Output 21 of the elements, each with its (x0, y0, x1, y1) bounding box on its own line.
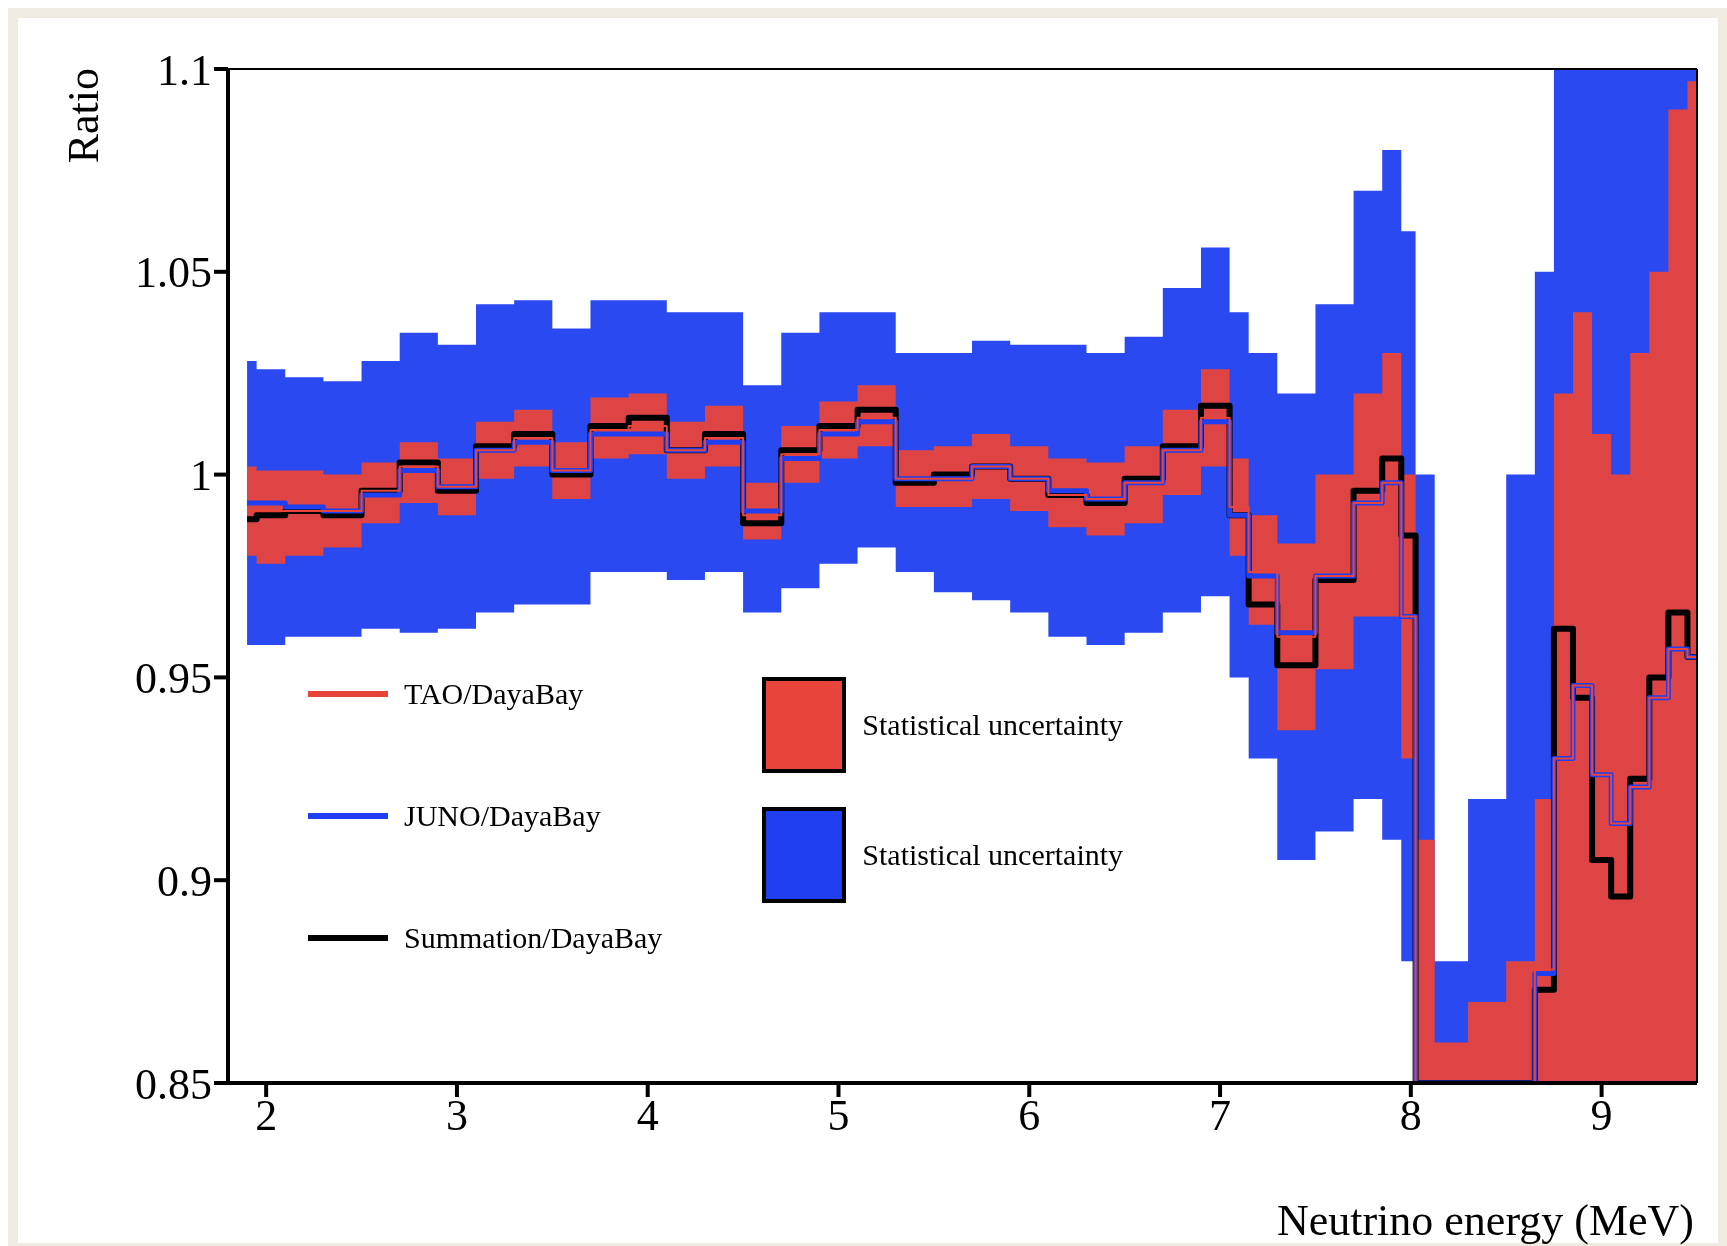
y-tick-label: 0.85 (135, 1059, 212, 1109)
x-tick-label: 8 (1399, 1091, 1422, 1141)
x-tick-label: 9 (1590, 1091, 1613, 1141)
x-tick-label: 3 (445, 1091, 468, 1141)
annotation: Statistical uncertainty (862, 838, 1124, 872)
y-tick-label: 1.1 (157, 45, 212, 95)
x-axis-title: Neutrino energy (MeV) (1276, 1195, 1694, 1246)
y-tick-label: 0.95 (135, 654, 212, 704)
x-tick-label: 4 (636, 1091, 659, 1141)
y-tick-label: 0.9 (157, 856, 212, 906)
legend-label: Summation/DayaBay (404, 921, 663, 955)
y-tick-label: 1 (190, 451, 212, 501)
x-tick-label: 5 (827, 1091, 850, 1141)
x-tick-label: 2 (255, 1091, 278, 1141)
y-axis-title: Ratio (58, 68, 109, 164)
legend-label: TAO/DayaBay (404, 677, 584, 711)
x-tick-label: 7 (1209, 1091, 1232, 1141)
x-tick-label: 6 (1018, 1091, 1041, 1141)
y-tick-label: 1.05 (135, 248, 212, 298)
legend-label: JUNO/DayaBay (404, 799, 601, 833)
annotation: Statistical uncertainty (862, 708, 1124, 742)
